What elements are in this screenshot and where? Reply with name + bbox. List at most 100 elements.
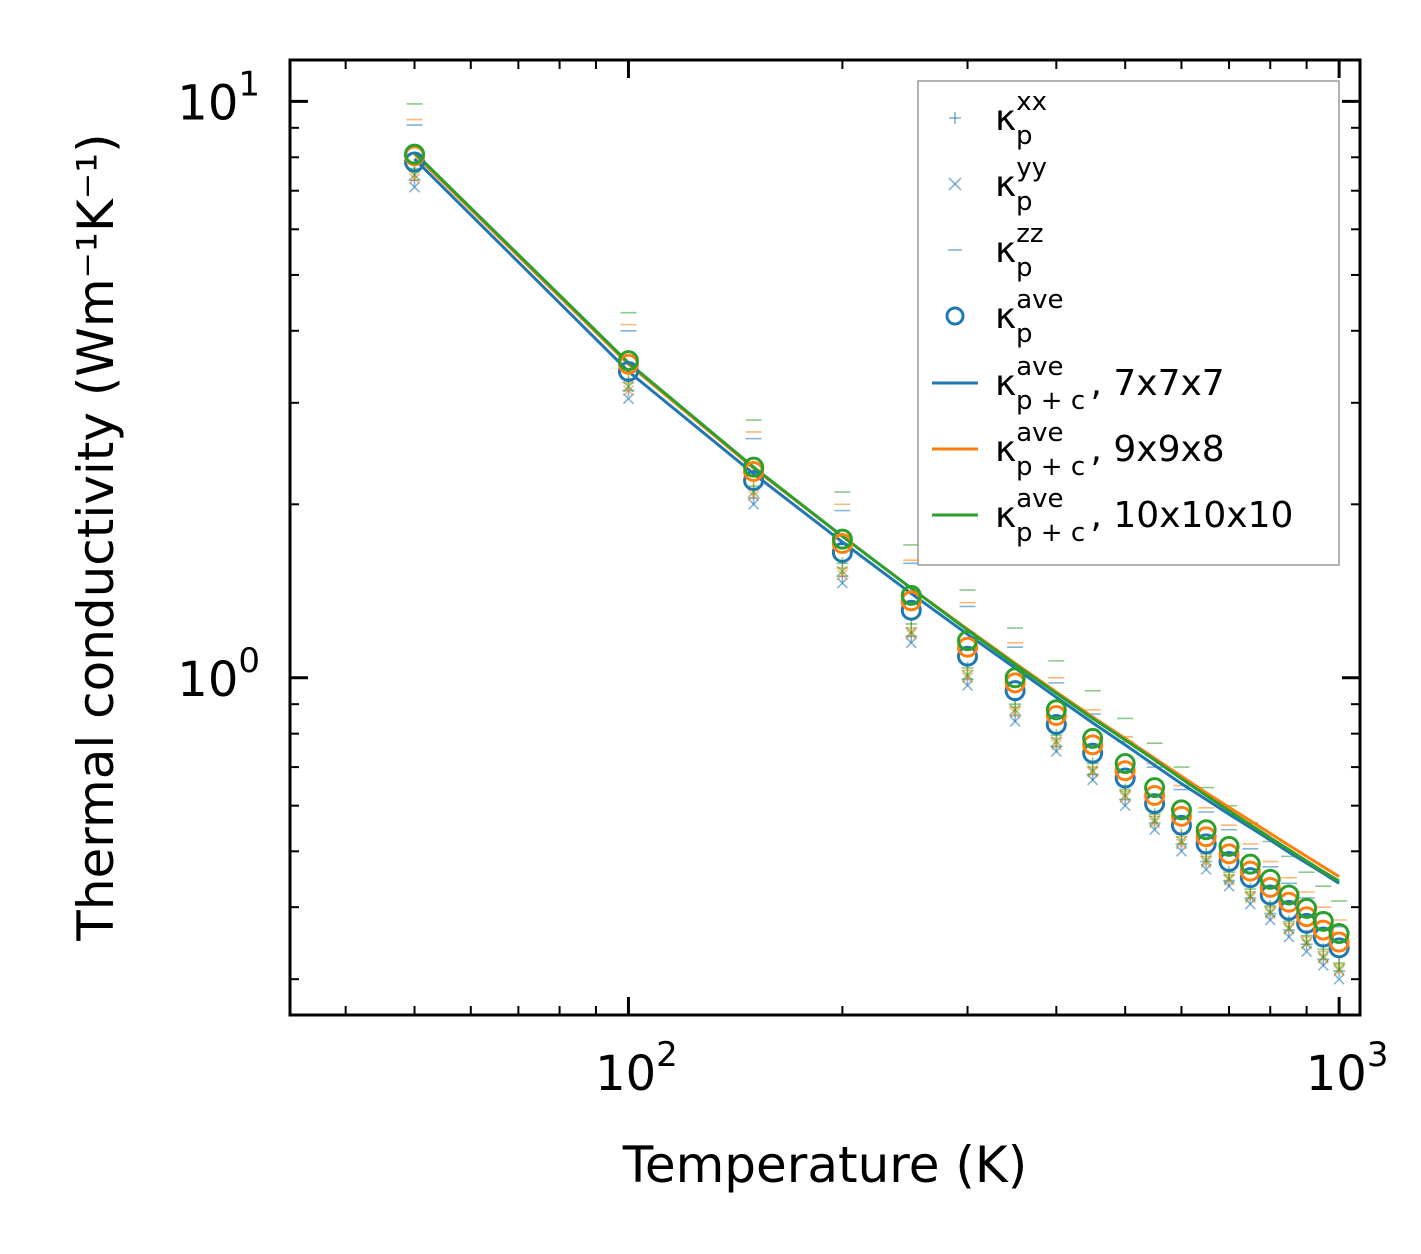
plot-area: [404, 103, 1350, 985]
legend-label: κave p + c, 7x7x7: [995, 352, 1225, 416]
legend-superscript: xx: [1016, 87, 1047, 117]
data-point-circle: [1278, 884, 1300, 906]
data-point-circle: [957, 630, 979, 652]
data-point-circle: [1259, 876, 1281, 898]
data-point-x: [1119, 791, 1131, 804]
data-point-x: [1087, 766, 1099, 779]
legend-kappa: κ: [995, 230, 1016, 271]
series-line: [413, 151, 1340, 883]
legend-subscript: p: [1016, 253, 1033, 283]
legend-superscript: yy: [1016, 153, 1047, 183]
legend-marker: [948, 177, 962, 191]
data-point-x: [1317, 951, 1329, 963]
y-axis-label: Thermal conductivity (Wm⁻¹K⁻¹): [67, 133, 125, 941]
legend-entry: κave p + c, 7x7x7: [932, 352, 1225, 416]
data-point-circle: [617, 350, 639, 372]
data-point-circle: [1170, 799, 1192, 821]
data-point-x: [408, 181, 421, 193]
series-circle-green: [404, 143, 1350, 945]
data-point-circle: [900, 599, 922, 621]
data-point-x: [905, 626, 917, 638]
data-point-x: [905, 628, 917, 640]
legend-entry: κave p + c, 10x10x10: [932, 484, 1293, 548]
legend-superscript: ave: [1016, 352, 1063, 382]
legend-subscript: p: [1016, 187, 1033, 217]
data-point-x: [1009, 707, 1021, 719]
data-point-circle: [957, 636, 979, 658]
legend-entry: κave p + c, 9x9x8: [932, 418, 1225, 482]
legend-frame: [917, 80, 1340, 566]
legend-kappa: κ: [995, 495, 1016, 536]
data-point-circle: [1170, 814, 1192, 836]
data-point-circle: [1239, 860, 1261, 882]
data-point-circle: [1004, 680, 1026, 702]
data-point-circle: [1082, 727, 1104, 749]
series-line: [413, 157, 1340, 885]
data-point-x: [1244, 890, 1256, 902]
data-point-x: [836, 565, 848, 577]
data-point-x: [1200, 857, 1212, 869]
legend-superscript: ave: [1016, 418, 1063, 448]
data-point-circle: [1144, 777, 1166, 799]
data-point-x: [1149, 817, 1161, 829]
data-point-circle: [1259, 868, 1281, 890]
data-point-x: [1333, 965, 1345, 977]
data-point-circle: [1278, 891, 1300, 913]
major-ticks: [290, 60, 1360, 1015]
x-axis-label: Temperature (K): [622, 1136, 1027, 1194]
data-point-x: [1200, 854, 1212, 867]
data-point-x: [1301, 937, 1313, 949]
series-line-green: [413, 151, 1340, 883]
data-point-circle: [1114, 760, 1136, 782]
legend-entry: κyy p: [948, 153, 1047, 217]
data-point-circle: [831, 541, 853, 563]
data-point-x: [1119, 789, 1131, 802]
legend-subscript: p: [1016, 319, 1033, 349]
data-point-x: [622, 393, 635, 405]
legend-config: , 10x10x10: [1091, 495, 1294, 536]
data-point-circle: [1328, 931, 1350, 953]
data-point-circle: [1114, 753, 1136, 775]
data-point-circle: [1328, 937, 1350, 959]
data-point-x: [1317, 952, 1329, 964]
data-point-circle: [900, 584, 922, 606]
data-point-circle: [1239, 853, 1261, 875]
data-point-circle: [1328, 923, 1350, 945]
data-point-circle: [1114, 767, 1136, 789]
tick-label-exponent: 3: [1367, 1035, 1389, 1075]
legend-superscript: zz: [1016, 219, 1043, 249]
data-point-circle: [1144, 793, 1166, 815]
data-point-x: [1244, 892, 1256, 904]
legend-kappa: κ: [995, 363, 1016, 404]
axes-frame: [288, 58, 1362, 1017]
legend-subscript: p: [1016, 121, 1033, 151]
legend-label: κave p: [995, 285, 1064, 349]
data-point-x: [1333, 973, 1345, 985]
tick-label-exponent: 0: [238, 641, 260, 681]
legend-kappa: κ: [995, 429, 1016, 470]
data-point-circle: [404, 143, 426, 165]
data-point-circle: [1195, 826, 1217, 848]
data-point-x: [1009, 704, 1021, 716]
data-point-x: [961, 669, 974, 681]
legend-kappa: κ: [995, 164, 1016, 205]
legend-config: , 7x7x7: [1091, 363, 1225, 404]
legend-kappa: κ: [995, 98, 1016, 139]
data-point-x: [408, 172, 421, 185]
data-point-x: [1223, 874, 1235, 887]
tick-label-exponent: 1: [238, 64, 260, 104]
data-point-x: [1119, 800, 1131, 812]
data-point-x: [836, 569, 848, 581]
data-point-circle: [1239, 867, 1261, 889]
legend-subscript: p + c: [1016, 518, 1085, 548]
data-point-x: [1175, 838, 1188, 850]
legend-subscript: p + c: [1016, 452, 1085, 482]
tick-label-base: 10: [595, 1046, 656, 1102]
data-point-circle: [1296, 897, 1318, 919]
series-x-orange: [408, 172, 1345, 977]
data-point-circle: [1218, 835, 1240, 857]
legend-label: κave p + c, 10x10x10: [995, 484, 1293, 548]
